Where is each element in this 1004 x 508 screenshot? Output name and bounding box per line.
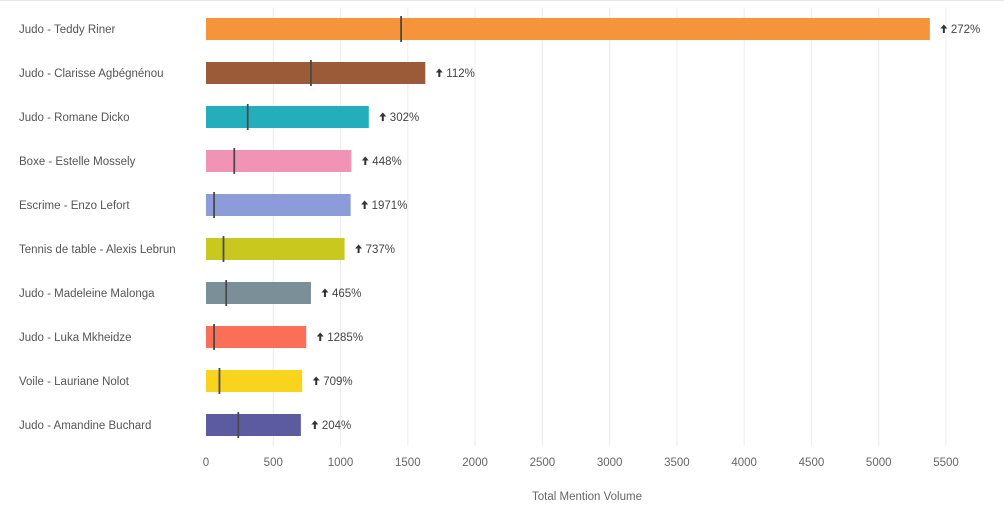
x-axis-title: Total Mention Volume xyxy=(532,491,642,503)
bar[interactable] xyxy=(206,150,352,172)
change-label: 1285% xyxy=(327,332,363,344)
x-tick-label: 2500 xyxy=(530,457,556,469)
top-divider xyxy=(0,0,1004,1)
x-tick-label: 1000 xyxy=(328,457,354,469)
x-tick-label: 2000 xyxy=(462,457,488,469)
x-tick-label: 0 xyxy=(203,457,209,469)
x-tick-label: 1500 xyxy=(395,457,421,469)
category-label: Judo - Madeleine Malonga xyxy=(19,288,155,300)
bar[interactable] xyxy=(206,282,311,304)
x-tick-label: 3500 xyxy=(664,457,690,469)
x-tick-label: 4500 xyxy=(799,457,825,469)
up-arrow-icon xyxy=(940,24,948,33)
up-arrow-icon xyxy=(361,200,369,209)
bar[interactable] xyxy=(206,194,351,216)
change-label: 112% xyxy=(446,68,475,80)
x-tick-label: 5000 xyxy=(866,457,892,469)
change-label: 272% xyxy=(951,24,980,36)
category-label: Voile - Lauriane Nolot xyxy=(19,376,130,388)
bar[interactable] xyxy=(206,414,301,436)
category-label: Judo - Amandine Buchard xyxy=(19,420,151,432)
up-arrow-icon xyxy=(311,420,319,429)
category-label: Judo - Romane Dicko xyxy=(19,112,130,124)
category-label: Judo - Teddy Riner xyxy=(19,24,115,36)
bar[interactable] xyxy=(206,106,369,128)
up-arrow-icon xyxy=(361,156,369,165)
x-tick-label: 500 xyxy=(264,457,283,469)
bar[interactable] xyxy=(206,238,345,260)
change-label: 302% xyxy=(390,112,419,124)
change-label: 204% xyxy=(322,420,351,432)
up-arrow-icon xyxy=(321,288,329,297)
bar[interactable] xyxy=(206,18,930,40)
category-label: Tennis de table - Alexis Lebrun xyxy=(19,244,176,256)
category-label: Escrime - Enzo Lefort xyxy=(19,200,130,212)
up-arrow-icon xyxy=(379,112,387,121)
bar[interactable] xyxy=(206,370,303,392)
change-label: 448% xyxy=(372,156,401,168)
up-arrow-icon xyxy=(316,332,324,341)
x-tick-label: 4000 xyxy=(731,457,757,469)
up-arrow-icon xyxy=(312,376,320,385)
bar[interactable] xyxy=(206,326,307,348)
category-label: Judo - Luka Mkheidze xyxy=(19,332,132,344)
x-tick-label: 3000 xyxy=(597,457,623,469)
category-label: Judo - Clarisse Agbégnénou xyxy=(19,68,164,80)
category-label: Boxe - Estelle Mossely xyxy=(19,156,136,168)
up-arrow-icon xyxy=(355,244,363,253)
x-tick-label: 5500 xyxy=(933,457,959,469)
change-label: 709% xyxy=(323,376,352,388)
up-arrow-icon xyxy=(435,68,443,77)
change-label: 737% xyxy=(366,244,395,256)
bar[interactable] xyxy=(206,62,426,84)
change-label: 1971% xyxy=(372,200,408,212)
change-label: 465% xyxy=(332,288,361,300)
